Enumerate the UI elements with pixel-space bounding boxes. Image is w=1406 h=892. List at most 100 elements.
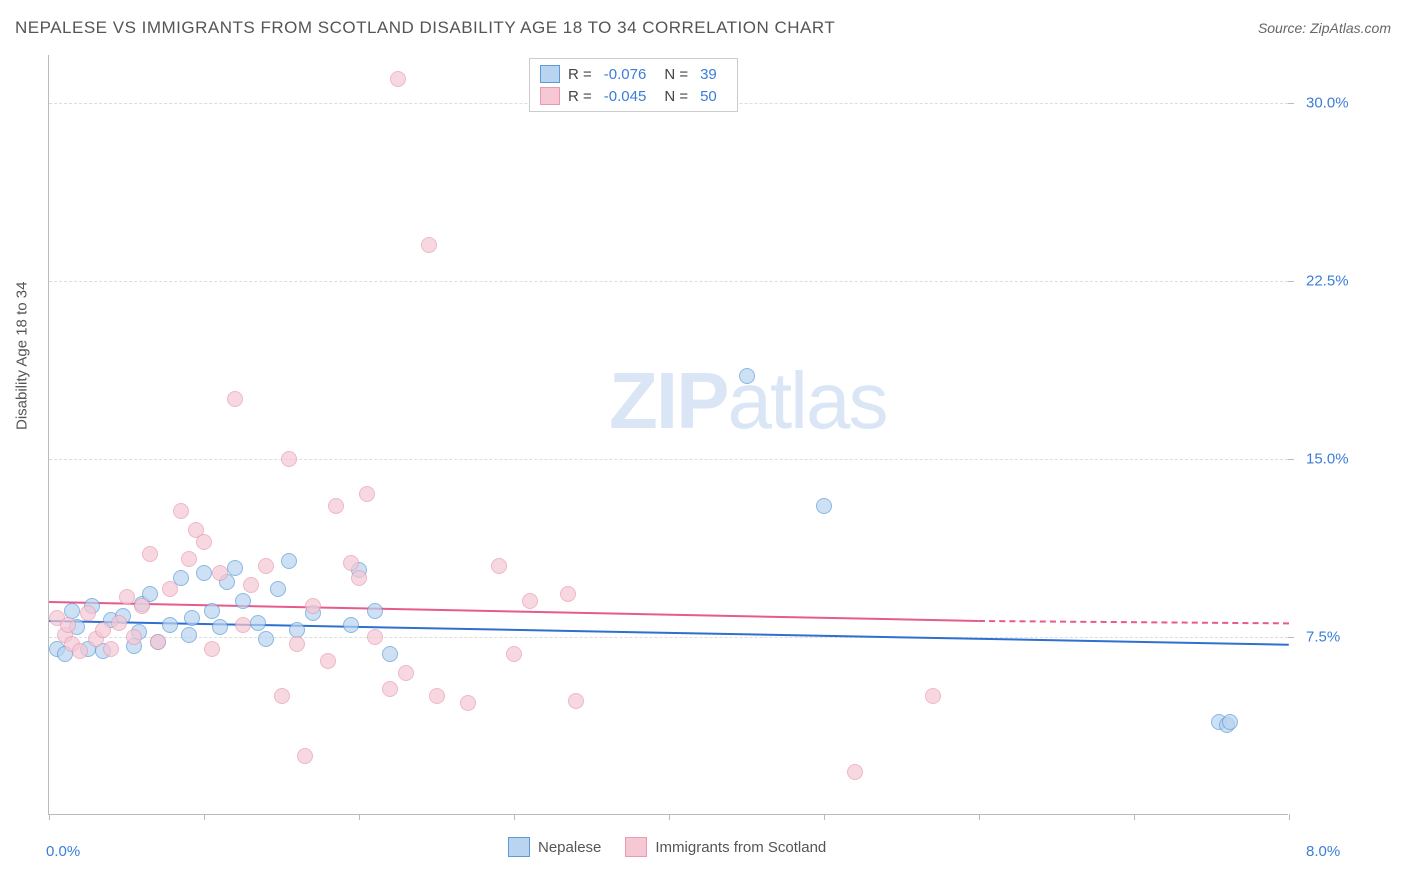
scatter-point <box>181 551 197 567</box>
scatter-point <box>184 610 200 626</box>
source-label: Source: <box>1258 20 1306 36</box>
legend-swatch <box>540 65 560 83</box>
scatter-point <box>522 593 538 609</box>
scatter-plot-area: ZIPatlas R =-0.076N =39R =-0.045N =50 <box>48 55 1288 815</box>
scatter-point <box>390 71 406 87</box>
n-value: 50 <box>700 88 717 105</box>
r-label: R = <box>568 88 592 105</box>
stats-legend-row: R = -0.076 N = 39 <box>540 63 727 85</box>
x-tick-label-max: 8.0% <box>1306 843 1340 860</box>
stats-legend-row: R = -0.045 N = 50 <box>540 85 727 107</box>
scatter-point <box>103 641 119 657</box>
gridline <box>49 459 1288 460</box>
x-tick <box>359 814 360 820</box>
scatter-point <box>429 688 445 704</box>
scatter-point <box>359 486 375 502</box>
scatter-point <box>119 589 135 605</box>
scatter-point <box>421 237 437 253</box>
scatter-point <box>847 764 863 780</box>
scatter-point <box>320 653 336 669</box>
x-tick-label-min: 0.0% <box>46 843 80 860</box>
watermark-bold: ZIP <box>609 356 727 445</box>
y-tick <box>1288 459 1294 460</box>
scatter-point <box>227 391 243 407</box>
scatter-point <box>235 617 251 633</box>
scatter-point <box>560 586 576 602</box>
scatter-point <box>925 688 941 704</box>
scatter-point <box>134 598 150 614</box>
n-value: 39 <box>700 66 717 83</box>
scatter-point <box>351 570 367 586</box>
scatter-point <box>204 641 220 657</box>
x-tick <box>669 814 670 820</box>
x-tick <box>204 814 205 820</box>
scatter-point <box>816 498 832 514</box>
y-tick-label: 15.0% <box>1306 450 1349 467</box>
scatter-point <box>243 577 259 593</box>
r-label: R = <box>568 66 592 83</box>
scatter-point <box>126 629 142 645</box>
y-tick-label: 30.0% <box>1306 94 1349 111</box>
y-tick <box>1288 103 1294 104</box>
scatter-point <box>162 581 178 597</box>
legend-swatch <box>540 87 560 105</box>
n-label: N = <box>664 88 688 105</box>
scatter-point <box>281 553 297 569</box>
x-tick <box>1289 814 1290 820</box>
scatter-point <box>196 534 212 550</box>
scatter-point <box>305 598 321 614</box>
n-label: N = <box>664 66 688 83</box>
scatter-point <box>204 603 220 619</box>
series-name: Nepalese <box>538 839 601 856</box>
x-tick <box>979 814 980 820</box>
legend-swatch <box>508 837 530 857</box>
series-name: Immigrants from Scotland <box>655 839 826 856</box>
scatter-point <box>258 631 274 647</box>
scatter-point <box>258 558 274 574</box>
scatter-point <box>173 503 189 519</box>
scatter-point <box>281 451 297 467</box>
scatter-point <box>95 622 111 638</box>
scatter-point <box>343 617 359 633</box>
scatter-point <box>196 565 212 581</box>
scatter-point <box>60 617 76 633</box>
gridline <box>49 281 1288 282</box>
gridline <box>49 637 1288 638</box>
x-tick <box>514 814 515 820</box>
scatter-point <box>328 498 344 514</box>
y-tick-label: 22.5% <box>1306 272 1349 289</box>
scatter-point <box>739 368 755 384</box>
trend-line <box>979 620 1289 624</box>
scatter-point <box>250 615 266 631</box>
legend-swatch <box>625 837 647 857</box>
scatter-point <box>506 646 522 662</box>
series-legend-item: Nepalese <box>508 835 601 859</box>
series-legend: Nepalese Immigrants from Scotland <box>508 835 826 859</box>
scatter-point <box>150 634 166 650</box>
x-tick <box>49 814 50 820</box>
r-value: -0.045 <box>604 88 647 105</box>
y-axis-title: Disability Age 18 to 34 <box>14 282 31 430</box>
scatter-point <box>274 688 290 704</box>
scatter-point <box>367 603 383 619</box>
y-tick-label: 7.5% <box>1306 628 1340 645</box>
chart-header: NEPALESE VS IMMIGRANTS FROM SCOTLAND DIS… <box>15 18 1391 38</box>
x-tick <box>1134 814 1135 820</box>
scatter-point <box>212 619 228 635</box>
scatter-point <box>568 693 584 709</box>
scatter-point <box>162 617 178 633</box>
scatter-point <box>80 605 96 621</box>
scatter-point <box>367 629 383 645</box>
scatter-point <box>181 627 197 643</box>
source-value: ZipAtlas.com <box>1310 20 1391 36</box>
scatter-point <box>111 615 127 631</box>
chart-title: NEPALESE VS IMMIGRANTS FROM SCOTLAND DIS… <box>15 18 835 38</box>
scatter-point <box>142 546 158 562</box>
scatter-point <box>1222 714 1238 730</box>
y-tick <box>1288 281 1294 282</box>
source-attribution: Source: ZipAtlas.com <box>1258 20 1391 36</box>
scatter-point <box>382 646 398 662</box>
r-value: -0.076 <box>604 66 647 83</box>
stats-legend: R = -0.076 N = 39 R = -0.045 N = 50 <box>529 58 738 112</box>
x-tick <box>824 814 825 820</box>
